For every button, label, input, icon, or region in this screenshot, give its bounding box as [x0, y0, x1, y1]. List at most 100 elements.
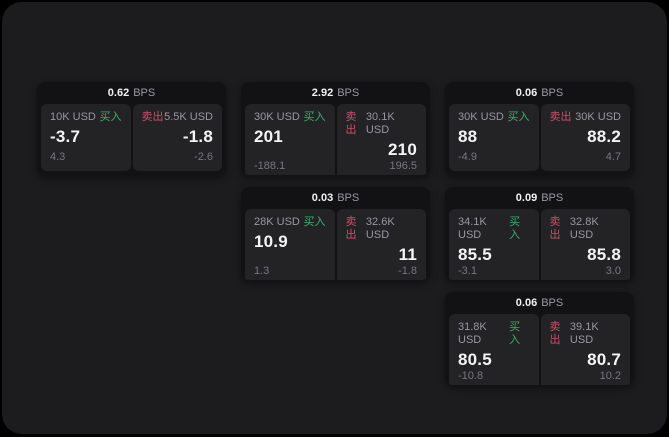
bps-unit: BPS — [337, 192, 360, 204]
card-body: 28K USD 买入 10.9 1.3 卖出 32.6K USD 11 -1.8 — [241, 209, 430, 280]
buy-label: 买入 — [303, 111, 326, 123]
buy-price: 10.9 — [254, 232, 288, 251]
buy-label: 买入 — [303, 216, 326, 228]
buy-panel[interactable]: 30K USD 买入 201 -188.1 — [245, 104, 335, 175]
quote-card-3[interactable]: 0.06 BPS 30K USD 买入 88 -4.9 卖出 30K USD — [445, 82, 634, 175]
sell-price: -1.8 — [182, 127, 213, 146]
buy-size: 34.1K USD — [458, 216, 487, 241]
buy-label: 买入 — [509, 321, 521, 346]
buy-panel[interactable]: 28K USD 买入 10.9 1.3 — [245, 209, 335, 280]
buy-label: 买入 — [509, 216, 521, 241]
buy-delta: -4.9 — [458, 151, 477, 163]
sell-delta: 196.5 — [389, 160, 417, 172]
buy-label: 买入 — [99, 111, 122, 123]
card-body: 10K USD 买入 -3.7 4.3 卖出 5.5K USD -1.8 -2.… — [37, 104, 226, 175]
sell-panel-top: 卖出 30.1K USD — [346, 111, 418, 137]
buy-panel-top: 28K USD 买入 — [254, 216, 326, 229]
bps-value: 0.62 — [107, 87, 130, 99]
buy-price: 80.5 — [458, 350, 492, 369]
sell-panel[interactable]: 卖出 30.1K USD 210 196.5 — [336, 104, 426, 175]
buy-panel-top: 10K USD 买入 — [50, 111, 122, 124]
sell-price: 11 — [398, 245, 417, 264]
quote-card-1[interactable]: 0.62 BPS 10K USD 买入 -3.7 4.3 卖出 5.5K USD — [37, 82, 226, 175]
buy-price: -3.7 — [50, 127, 81, 146]
sell-panel-top: 卖出 32.6K USD — [346, 216, 418, 242]
bps-unit: BPS — [541, 297, 564, 309]
sell-panel-top: 卖出 39.1K USD — [550, 321, 622, 347]
card-body: 31.8K USD 买入 80.5 -10.8 卖出 39.1K USD 80.… — [445, 314, 634, 385]
sell-size: 30.1K USD — [365, 111, 395, 136]
buy-panel[interactable]: 10K USD 买入 -3.7 4.3 — [41, 104, 131, 171]
sell-delta: 10.2 — [599, 370, 621, 382]
bps-value: 0.09 — [515, 192, 538, 204]
sell-delta: -1.8 — [398, 265, 417, 277]
quote-card-2[interactable]: 2.92 BPS 30K USD 买入 201 -188.1 卖出 30.1K U… — [241, 82, 430, 175]
sell-label: 卖出 — [345, 216, 357, 241]
sell-label: 卖出 — [549, 216, 561, 241]
buy-panel[interactable]: 31.8K USD 买入 80.5 -10.8 — [449, 314, 539, 385]
buy-size: 30K USD — [458, 111, 504, 123]
buy-panel-top: 31.8K USD 买入 — [458, 321, 530, 347]
bps-header: 2.92 BPS — [241, 82, 430, 104]
sell-size: 32.6K USD — [365, 216, 395, 241]
buy-delta: 4.3 — [50, 151, 66, 163]
bps-value: 0.06 — [515, 297, 538, 309]
quote-card-4[interactable]: 0.03 BPS 28K USD 买入 10.9 1.3 卖出 32.6K USD — [241, 187, 430, 280]
sell-price: 80.7 — [587, 350, 621, 369]
buy-delta: -3.1 — [458, 265, 477, 277]
sell-panel[interactable]: 卖出 32.8K USD 85.8 3.0 — [540, 209, 630, 280]
sell-label: 卖出 — [141, 111, 164, 123]
sell-size: 30K USD — [575, 111, 621, 123]
bps-header: 0.06 BPS — [445, 292, 634, 314]
buy-panel[interactable]: 34.1K USD 买入 85.5 -3.1 — [449, 209, 539, 280]
sell-panel-top: 卖出 30K USD — [550, 111, 622, 124]
sell-delta: -2.6 — [194, 151, 213, 163]
buy-price: 88 — [458, 127, 478, 146]
sell-size: 32.8K USD — [569, 216, 599, 241]
buy-panel[interactable]: 30K USD 买入 88 -4.9 — [449, 104, 539, 171]
bps-value: 0.03 — [311, 192, 334, 204]
sell-size: 39.1K USD — [569, 321, 599, 346]
sell-panel[interactable]: 卖出 5.5K USD -1.8 -2.6 — [132, 104, 222, 171]
buy-size: 10K USD — [50, 111, 96, 123]
sell-panel-top: 卖出 32.8K USD — [550, 216, 622, 242]
bps-value: 0.06 — [515, 87, 538, 99]
buy-size: 28K USD — [254, 216, 300, 228]
sell-delta: 4.7 — [605, 151, 621, 163]
sell-delta: 3.0 — [605, 265, 621, 277]
bps-header: 0.62 BPS — [37, 82, 226, 104]
bps-unit: BPS — [541, 192, 564, 204]
buy-panel-top: 34.1K USD 买入 — [458, 216, 530, 242]
card-body: 30K USD 买入 88 -4.9 卖出 30K USD 88.2 4.7 — [445, 104, 634, 175]
card-body: 30K USD 买入 201 -188.1 卖出 30.1K USD 210 1… — [241, 104, 430, 175]
sell-label: 卖出 — [345, 111, 357, 136]
sell-size: 5.5K USD — [164, 111, 213, 123]
bps-header: 0.06 BPS — [445, 82, 634, 104]
bps-unit: BPS — [541, 87, 564, 99]
buy-label: 买入 — [507, 111, 530, 123]
buy-size: 30K USD — [254, 111, 300, 123]
sell-price: 88.2 — [587, 127, 621, 146]
quote-card-5[interactable]: 0.09 BPS 34.1K USD 买入 85.5 -3.1 卖出 32.8K … — [445, 187, 634, 280]
buy-delta: 1.3 — [254, 265, 270, 277]
bps-header: 0.09 BPS — [445, 187, 634, 209]
buy-price: 201 — [254, 127, 283, 146]
bps-value: 2.92 — [311, 87, 334, 99]
quote-cards-grid: 0.62 BPS 10K USD 买入 -3.7 4.3 卖出 5.5K USD — [37, 82, 634, 385]
sell-label: 卖出 — [549, 321, 561, 346]
buy-size: 31.8K USD — [458, 321, 487, 346]
buy-price: 85.5 — [458, 245, 492, 264]
sell-panel[interactable]: 卖出 30K USD 88.2 4.7 — [540, 104, 630, 171]
buy-panel-top: 30K USD 买入 — [254, 111, 326, 124]
sell-panel[interactable]: 卖出 39.1K USD 80.7 10.2 — [540, 314, 630, 385]
sell-panel[interactable]: 卖出 32.6K USD 11 -1.8 — [336, 209, 426, 280]
bps-unit: BPS — [337, 87, 360, 99]
buy-delta: -10.8 — [458, 370, 484, 382]
quote-card-6[interactable]: 0.06 BPS 31.8K USD 买入 80.5 -10.8 卖出 39.1K… — [445, 292, 634, 385]
buy-delta: -188.1 — [254, 160, 286, 172]
sell-price: 210 — [388, 140, 417, 159]
sell-price: 85.8 — [587, 245, 621, 264]
bps-unit: BPS — [133, 87, 156, 99]
sell-label: 卖出 — [549, 111, 572, 123]
